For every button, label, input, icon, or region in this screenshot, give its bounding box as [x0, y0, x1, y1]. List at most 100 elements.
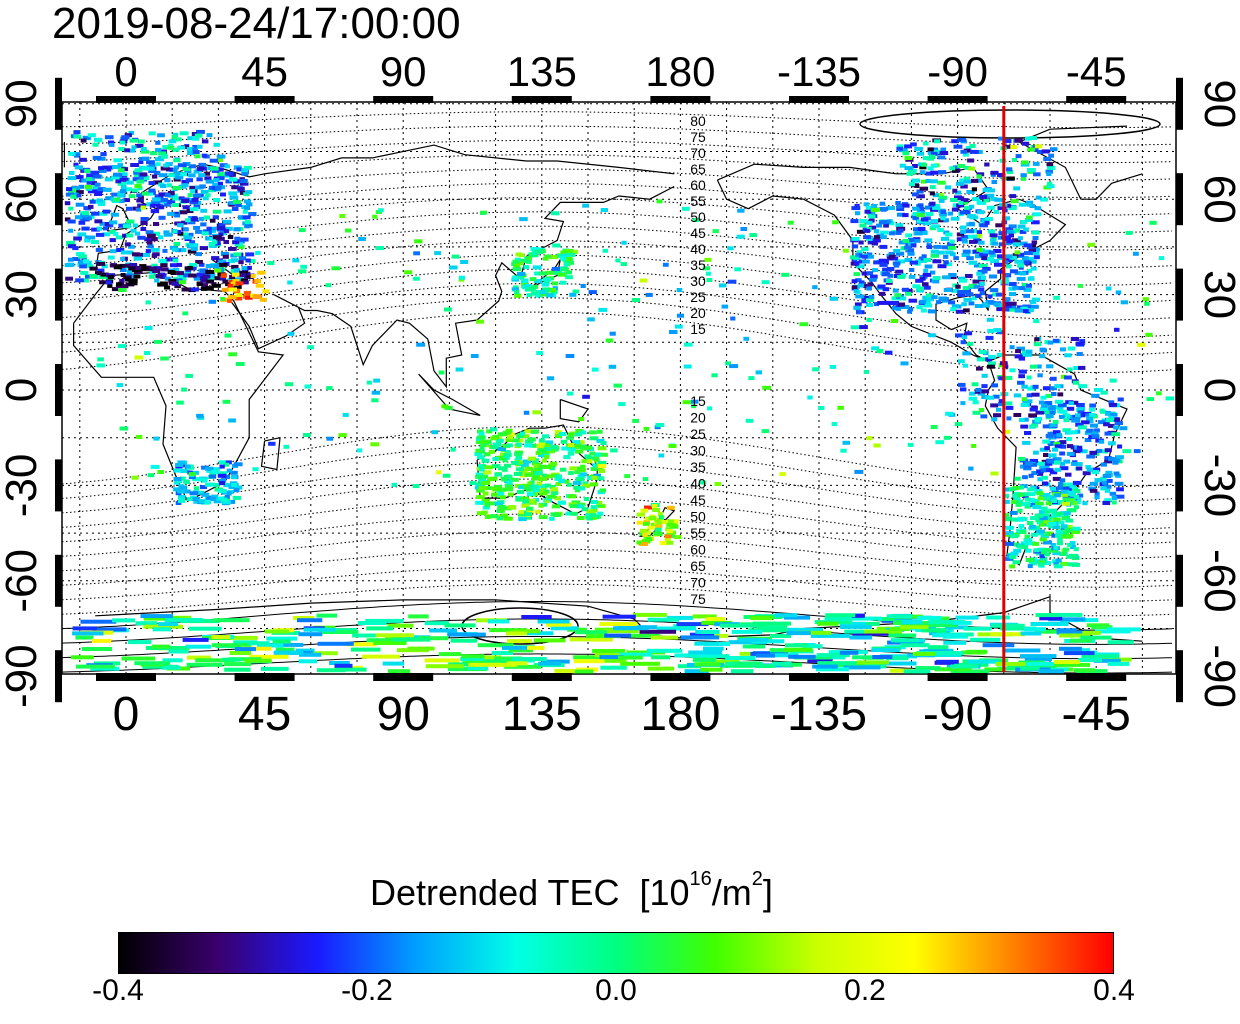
- tec-observation: [917, 152, 924, 156]
- tec-observation: [1108, 457, 1116, 461]
- tec-observation: [375, 246, 384, 250]
- top-tick-mark: [1066, 96, 1126, 103]
- tec-observation: [245, 659, 272, 663]
- tec-observation: [624, 474, 630, 478]
- tec-observation: [707, 406, 712, 410]
- tec-observation: [1111, 432, 1120, 436]
- bottom-tick-mark: [1066, 673, 1126, 681]
- tec-observation: [207, 227, 212, 231]
- tec-observation: [812, 367, 819, 371]
- tec-observation: [621, 262, 627, 266]
- tec-observation: [1032, 542, 1039, 546]
- tec-observation: [96, 248, 103, 252]
- tec-observation: [931, 219, 938, 223]
- tec-observation: [109, 143, 115, 147]
- tec-observation: [788, 655, 816, 659]
- tec-observation: [517, 490, 524, 494]
- tec-observation: [1035, 502, 1044, 506]
- tec-observation: [799, 322, 808, 326]
- tec-observation: [992, 624, 1025, 628]
- tec-observation: [1090, 489, 1098, 493]
- tec-observation: [358, 237, 366, 241]
- tec-observation: [874, 229, 880, 233]
- tec-observation: [538, 662, 561, 666]
- tec-observation: [1050, 487, 1057, 491]
- tec-observation: [762, 386, 771, 390]
- tec-observation: [1063, 497, 1070, 501]
- tec-observation: [214, 269, 221, 273]
- tec-observation: [318, 642, 354, 646]
- tec-observation: [969, 397, 977, 401]
- tec-observation: [843, 441, 851, 445]
- tec-observation: [162, 249, 167, 253]
- tec-observation: [523, 499, 529, 503]
- tec-observation: [844, 630, 866, 634]
- tec-observation: [1067, 367, 1073, 371]
- tec-observation: [1038, 669, 1064, 673]
- tec-observation: [973, 280, 980, 284]
- colorbar-tick-label: 0.4: [1093, 974, 1135, 1008]
- tec-observation: [182, 311, 188, 315]
- tec-observation: [1033, 172, 1041, 176]
- tec-observation: [996, 293, 1002, 297]
- contour-label: 35: [690, 257, 706, 273]
- tec-observation: [895, 270, 903, 274]
- top-lon-tick: 180: [645, 48, 715, 95]
- tec-observation: [1010, 269, 1018, 273]
- tec-observation: [490, 436, 497, 440]
- tec-observation: [1018, 236, 1023, 240]
- tec-observation: [230, 196, 239, 200]
- tec-observation: [153, 222, 159, 226]
- tec-observation: [188, 173, 196, 177]
- tec-observation: [158, 622, 178, 626]
- tec-observation: [985, 221, 990, 225]
- tec-observation: [94, 219, 102, 223]
- tec-observation: [238, 260, 243, 264]
- tec-observation: [261, 667, 289, 671]
- tec-observation: [234, 268, 240, 272]
- tec-observation: [1092, 434, 1100, 438]
- tec-observation: [878, 285, 886, 289]
- tec-observation: [1022, 397, 1027, 401]
- tec-observation: [245, 252, 254, 256]
- tec-observation: [969, 144, 975, 148]
- tec-observation: [962, 238, 968, 242]
- tec-observation: [172, 197, 179, 201]
- tec-observation: [484, 503, 489, 507]
- tec-observation: [868, 282, 874, 286]
- tec-observation: [677, 288, 683, 292]
- tec-observation: [960, 230, 966, 234]
- tec-observation: [79, 221, 86, 225]
- colorbar-unit-exp: 16: [690, 868, 712, 890]
- tec-observation: [1018, 493, 1023, 497]
- tec-observation: [613, 626, 649, 630]
- tec-observation: [865, 229, 870, 233]
- tec-observation: [552, 244, 560, 248]
- tec-observation: [968, 467, 973, 471]
- tec-observation: [958, 201, 963, 205]
- tec-observation: [633, 613, 667, 617]
- tec-observation: [981, 256, 987, 260]
- tec-observation: [1037, 491, 1044, 495]
- tec-observation: [570, 504, 578, 508]
- tec-observation: [1019, 370, 1027, 374]
- tec-observation: [367, 381, 372, 385]
- tec-observation: [1108, 640, 1134, 644]
- tec-observation: [957, 290, 966, 294]
- tec-observation: [866, 221, 872, 225]
- tec-observation: [524, 473, 532, 477]
- tec-observation: [539, 439, 545, 443]
- tec-observation: [210, 219, 216, 223]
- tec-observation: [1107, 627, 1141, 631]
- tec-observation: [93, 175, 101, 179]
- tec-observation: [1094, 388, 1103, 392]
- tec-observation: [134, 257, 143, 261]
- tec-observation: [922, 282, 929, 286]
- tec-observation: [981, 389, 989, 393]
- tec-observation: [559, 432, 566, 436]
- tec-observation: [141, 227, 147, 231]
- tec-observation: [68, 229, 73, 233]
- tec-observation: [66, 187, 72, 191]
- tec-observation: [990, 403, 998, 407]
- tec-observation: [867, 318, 872, 322]
